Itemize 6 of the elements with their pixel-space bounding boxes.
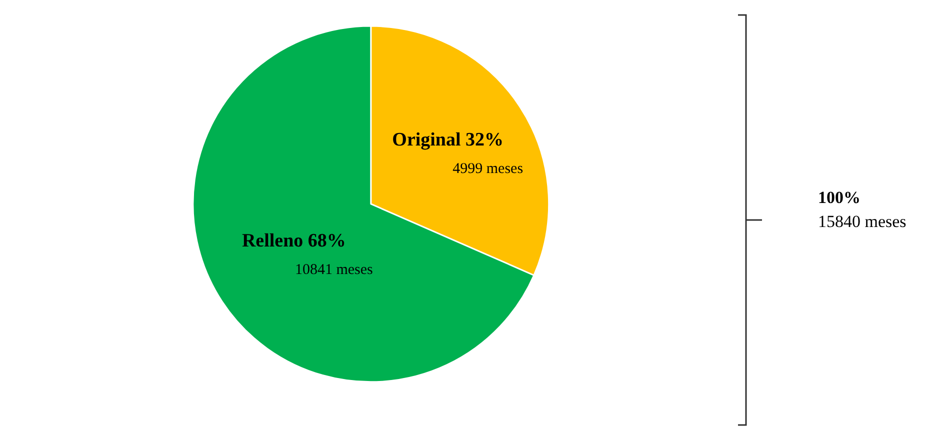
data-label: 4999 meses: [452, 161, 524, 178]
data-label: 10841 meses: [294, 262, 374, 278]
text: 15840 meses: [818, 212, 906, 232]
slice-label: Relleno 68%: [242, 230, 346, 252]
slice-label: Original 32%: [392, 130, 504, 151]
text: 100%: [818, 188, 860, 208]
